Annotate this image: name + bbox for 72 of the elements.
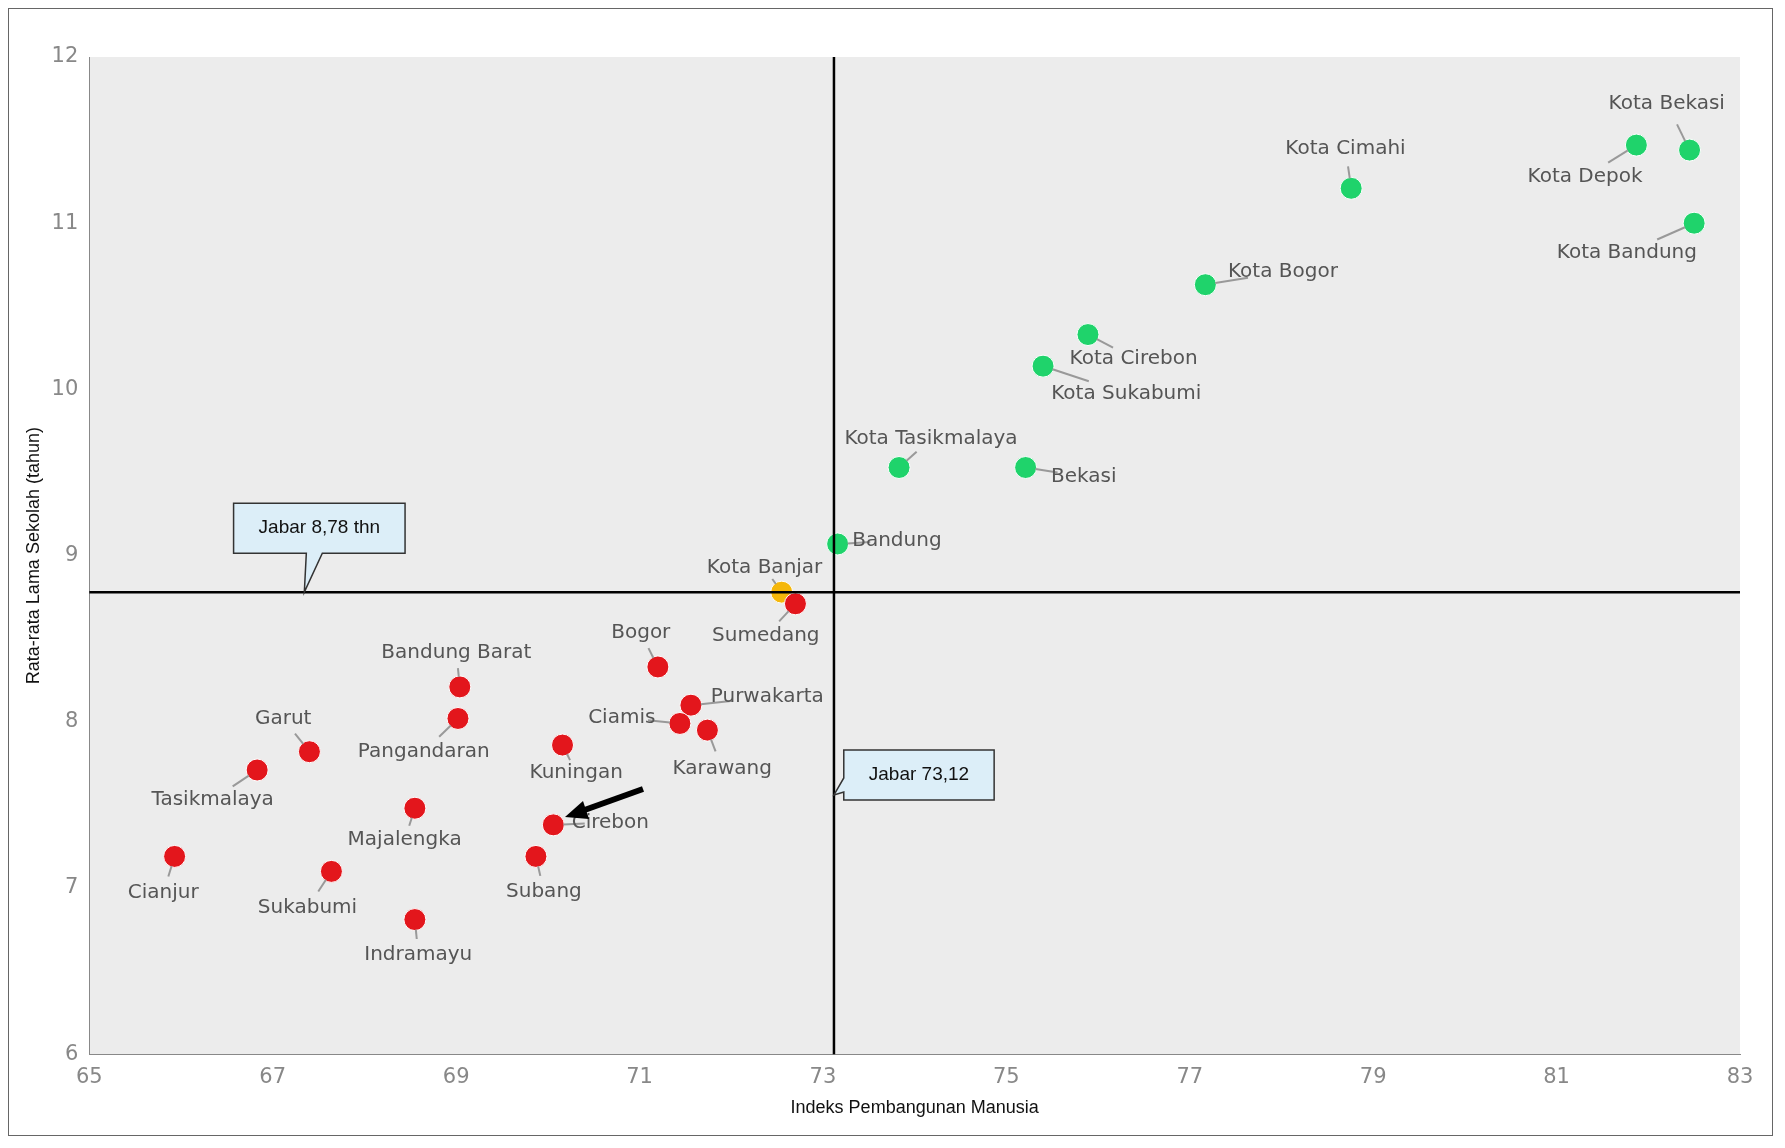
y-tick-label: 11 — [51, 209, 79, 234]
data-label: Kota Bandung — [1556, 239, 1697, 264]
point — [1678, 138, 1702, 162]
data-label: Sumedang — [712, 621, 820, 646]
data-label: Kuningan — [529, 758, 623, 783]
y-tick-label: 10 — [51, 375, 79, 400]
point — [448, 675, 472, 699]
point — [551, 733, 575, 757]
y-tick-label: 12 — [51, 43, 79, 68]
y-tick-label: 8 — [64, 708, 79, 733]
y-axis-title: Rata-rata Lama Sekolah (tahun) — [22, 427, 43, 685]
point — [319, 859, 343, 883]
x-tick-label: 69 — [442, 1064, 470, 1089]
data-label: Kota Banjar — [706, 554, 824, 579]
point — [541, 813, 565, 837]
x-tick-label: 65 — [75, 1064, 103, 1089]
x-tick-label: 71 — [626, 1064, 653, 1089]
data-label: Kota Cirebon — [1069, 344, 1198, 369]
data-label: Kota Depok — [1527, 163, 1644, 188]
x-tick-label: 81 — [1543, 1064, 1570, 1089]
x-tick-label: 83 — [1726, 1064, 1754, 1089]
point — [783, 592, 807, 616]
x-tick-label: 79 — [1359, 1064, 1387, 1089]
ref-line-label: Jabar 8,78 thn — [258, 516, 381, 538]
point — [1682, 211, 1706, 235]
point — [163, 844, 187, 868]
data-label: Indramayu — [364, 941, 473, 966]
data-label: Kota Bogor — [1227, 258, 1339, 283]
data-label: Bandung Barat — [381, 638, 532, 663]
point — [1624, 133, 1648, 157]
data-label: Ciamis — [588, 703, 656, 728]
point — [403, 796, 427, 820]
data-label: Garut — [254, 704, 312, 729]
data-label: Kota Bekasi — [1608, 89, 1725, 114]
x-tick-label: 73 — [809, 1064, 837, 1089]
data-label: Bandung — [852, 526, 942, 551]
data-label: Karawang — [672, 755, 772, 780]
data-label: Kota Sukabumi — [1051, 379, 1202, 404]
data-label: Purwakarta — [710, 683, 824, 708]
point — [887, 456, 911, 480]
data-label: Bekasi — [1051, 462, 1117, 487]
point — [668, 711, 692, 735]
y-tick-label: 7 — [64, 874, 79, 899]
point — [1193, 273, 1217, 297]
point — [403, 908, 427, 932]
ref-line-label: Jabar 73,12 — [868, 763, 970, 785]
x-tick-label: 77 — [1176, 1064, 1204, 1089]
data-label: Subang — [506, 877, 582, 902]
point — [1339, 176, 1363, 200]
data-label: Sukabumi — [257, 894, 358, 919]
point — [1031, 354, 1055, 378]
data-label: Pangandaran — [357, 737, 490, 762]
data-label: Kota Cimahi — [1285, 134, 1406, 159]
point — [695, 718, 719, 742]
data-label: Majalengka — [347, 826, 462, 851]
data-label: Tasikmalaya — [150, 785, 274, 810]
x-axis-title: Indeks Pembangunan Manusia — [790, 1097, 1040, 1118]
point — [1014, 456, 1038, 480]
point — [446, 706, 470, 730]
point — [524, 844, 548, 868]
x-tick-label: 75 — [993, 1064, 1020, 1089]
point — [646, 655, 670, 679]
point — [297, 740, 321, 764]
data-label: Bogor — [611, 618, 672, 643]
y-tick-label: 6 — [64, 1040, 79, 1065]
point — [245, 758, 269, 782]
x-tick-label: 67 — [259, 1064, 287, 1089]
point — [1076, 323, 1100, 347]
y-tick-label: 9 — [64, 542, 79, 567]
data-label: Cianjur — [127, 879, 200, 904]
data-label: Kota Tasikmalaya — [844, 425, 1018, 450]
point — [679, 693, 703, 717]
